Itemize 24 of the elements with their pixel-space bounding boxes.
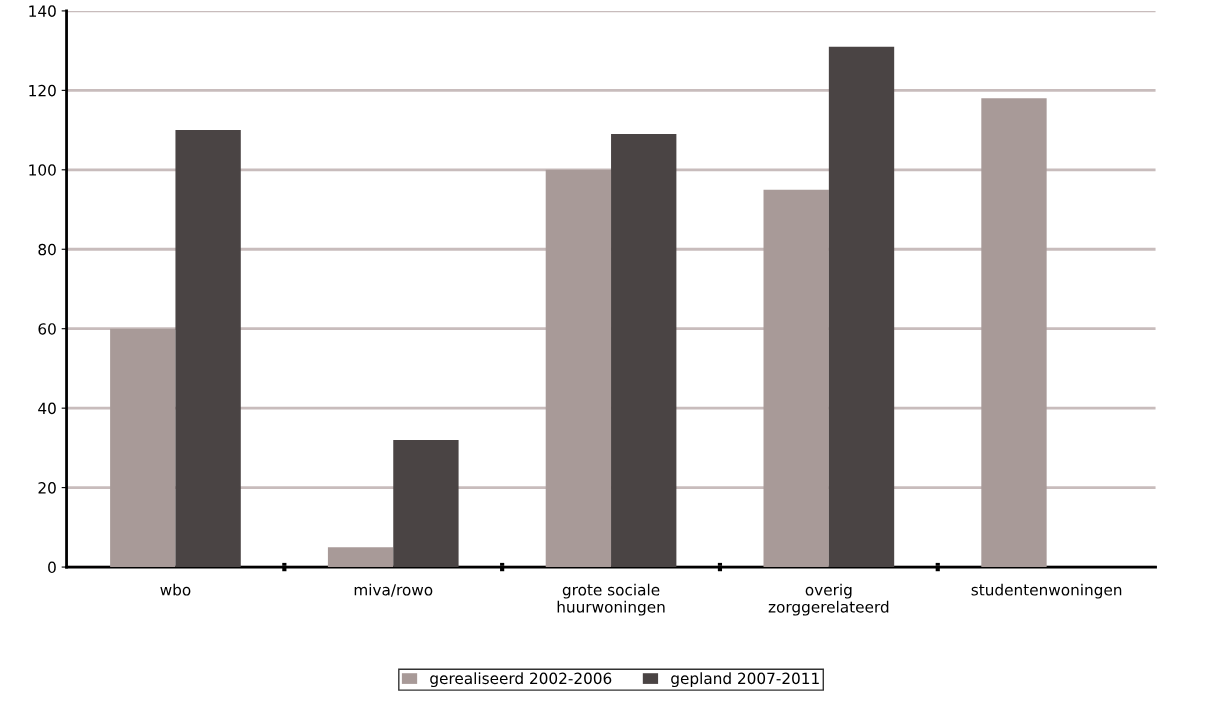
y-tick-label: 100 xyxy=(29,164,56,176)
legend-label: gepland 2007-2011 xyxy=(671,672,819,688)
y-tick-label: 140 xyxy=(29,5,56,17)
bar xyxy=(611,134,677,568)
bar xyxy=(327,547,394,568)
bar xyxy=(981,98,1047,568)
bar xyxy=(175,130,241,568)
legend-label: gerealiseerd 2002-2006 xyxy=(430,672,612,688)
y-tick-label: 20 xyxy=(38,482,56,494)
x-tick-label: grote sociale huurwoningen xyxy=(557,583,665,616)
x-tick-label: miva/rowo xyxy=(354,583,433,597)
bar xyxy=(110,328,176,568)
y-tick-label: 120 xyxy=(29,84,56,97)
bar xyxy=(545,169,612,568)
y-tick-label: 0 xyxy=(48,561,56,574)
bar xyxy=(763,189,829,568)
x-tick-label: studentenwoningen xyxy=(971,583,1122,599)
y-tick-label: 60 xyxy=(38,323,56,335)
x-tick-label: overig zorggerelateerd xyxy=(768,583,889,616)
y-tick-label: 40 xyxy=(38,402,56,415)
y-tick-label: 80 xyxy=(38,243,56,256)
x-tick-label: wbo xyxy=(160,583,191,596)
bar xyxy=(393,439,459,568)
bar xyxy=(828,46,895,568)
